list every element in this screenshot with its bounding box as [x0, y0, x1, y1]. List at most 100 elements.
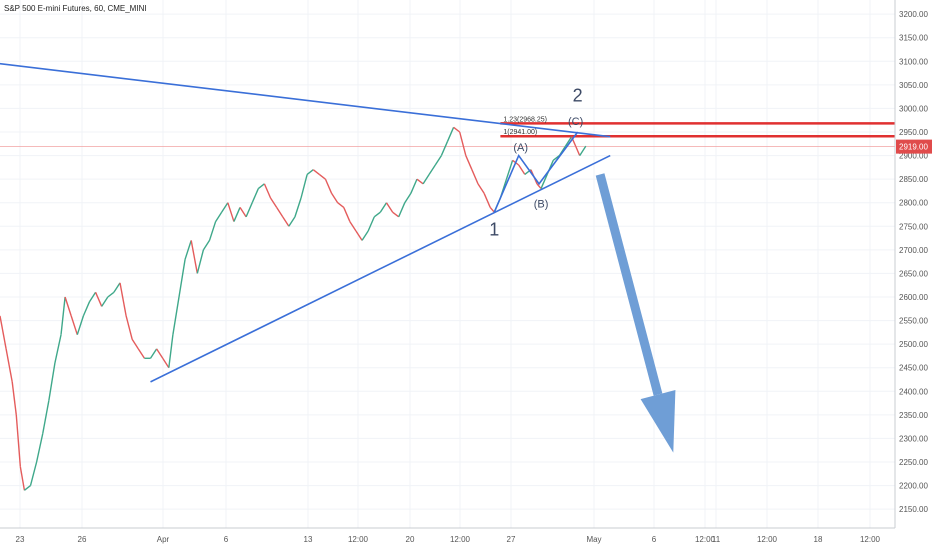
- price-segment: [276, 207, 284, 218]
- price-segment: [518, 164, 526, 175]
- fib-levels: 1.23(2968.25) 1(2941.00): [0, 116, 895, 148]
- price-segment: [172, 296, 180, 335]
- price-segment: [330, 192, 339, 204]
- projection-arrow-layer: [595, 173, 676, 453]
- price-segment: [465, 155, 473, 170]
- price-segment: [361, 230, 369, 241]
- price-segment: [385, 202, 394, 213]
- price-segment: [575, 145, 581, 156]
- y-tick-label: 2450.00: [899, 364, 928, 373]
- x-tick-label: 18: [814, 535, 823, 544]
- y-tick-label: 2750.00: [899, 222, 928, 231]
- price-segment: [459, 131, 467, 156]
- grid-lines: [0, 0, 895, 528]
- y-tick-label: 2300.00: [899, 434, 928, 443]
- wave-A-channel[interactable]: [493, 131, 579, 213]
- price-segment: [239, 207, 247, 218]
- current-price-label: 2919.00: [899, 143, 928, 152]
- price-segment: [505, 160, 514, 180]
- y-tick-label: 2850.00: [899, 175, 928, 184]
- y-tick-label: 2250.00: [899, 458, 928, 467]
- price-segment: [540, 174, 548, 189]
- y-tick-label: 2900.00: [899, 152, 928, 161]
- projection-arrow-head[interactable]: [640, 389, 676, 453]
- y-tick-label: 2550.00: [899, 317, 928, 326]
- lower-trendline[interactable]: [150, 154, 611, 383]
- price-segment: [107, 291, 115, 298]
- price-segment: [379, 202, 388, 213]
- price-segment: [422, 174, 430, 185]
- price-segment: [483, 193, 491, 208]
- price-segment: [269, 197, 278, 208]
- y-tick-label: 3200.00: [899, 10, 928, 19]
- wave-label: (B): [534, 198, 549, 210]
- price-segment: [119, 282, 127, 316]
- price-segment: [349, 221, 357, 232]
- y-tick-label: 2950.00: [899, 128, 928, 137]
- x-tick-label: 13: [304, 535, 313, 544]
- price-segment: [373, 211, 381, 218]
- y-tick-label: 2500.00: [899, 340, 928, 349]
- price-segment: [202, 240, 211, 251]
- price-segment: [11, 381, 17, 415]
- price-segment: [312, 169, 320, 175]
- price-segment: [208, 221, 217, 241]
- wave-label: 1: [489, 220, 499, 240]
- price-segment: [29, 461, 38, 486]
- price-segment: [416, 178, 424, 185]
- wave-label: (C): [568, 116, 583, 128]
- wave-labels-layer: 1 2 (A) (B) (C): [489, 85, 583, 239]
- price-segment: [156, 348, 164, 359]
- x-tick-label: 12:00: [695, 535, 716, 544]
- price-segment: [60, 296, 66, 335]
- price-segment: [19, 466, 26, 491]
- price-segment: [428, 164, 436, 175]
- price-segment: [355, 230, 363, 241]
- price-segment: [318, 173, 326, 180]
- fib-level-label: 1.23(2968.25): [503, 116, 547, 123]
- price-segment: [579, 145, 587, 156]
- price-segment: [137, 348, 146, 359]
- price-segment: [489, 206, 495, 213]
- price-segment: [564, 136, 573, 147]
- y-tick-label: 2200.00: [899, 482, 928, 491]
- x-tick-label: 23: [16, 535, 25, 544]
- x-tick-label: 12:00: [348, 535, 369, 544]
- price-segment: [70, 315, 78, 335]
- x-tick-label: 12:00: [860, 535, 881, 544]
- price-segment: [221, 202, 229, 213]
- x-tick-label: Apr: [157, 535, 170, 544]
- fib-level-label: 1(2941.00): [503, 129, 537, 136]
- price-segment: [404, 192, 412, 204]
- price-segment: [477, 183, 485, 194]
- price-segment: [82, 301, 91, 317]
- x-tick-label: 12:00: [450, 535, 471, 544]
- price-segment: [64, 296, 72, 317]
- price-segment: [5, 348, 13, 382]
- x-tick-label: 26: [78, 535, 87, 544]
- price-segment: [162, 357, 170, 369]
- price-segment: [367, 216, 375, 232]
- upper-trendline[interactable]: [0, 61, 611, 138]
- y-tick-label: 2150.00: [899, 505, 928, 514]
- price-segment: [257, 183, 265, 190]
- x-tick-label: 20: [406, 535, 415, 544]
- price-segment: [196, 249, 205, 274]
- price-segment: [101, 296, 109, 307]
- wave-label: (A): [513, 142, 528, 154]
- price-segment: [440, 141, 449, 156]
- y-tick-label: 3100.00: [899, 57, 928, 66]
- price-segment: [536, 183, 542, 190]
- price-segment: [42, 400, 50, 434]
- y-tick-label: 2650.00: [899, 269, 928, 278]
- projection-arrow-shaft[interactable]: [595, 173, 663, 396]
- price-segment: [131, 339, 139, 350]
- y-tick-label: 2400.00: [899, 387, 928, 396]
- y-tick-label: 2600.00: [899, 293, 928, 302]
- y-tick-label: 3000.00: [899, 104, 928, 113]
- price-segment: [125, 315, 133, 340]
- trendlines-layer: [0, 61, 611, 383]
- price-segment: [54, 334, 62, 364]
